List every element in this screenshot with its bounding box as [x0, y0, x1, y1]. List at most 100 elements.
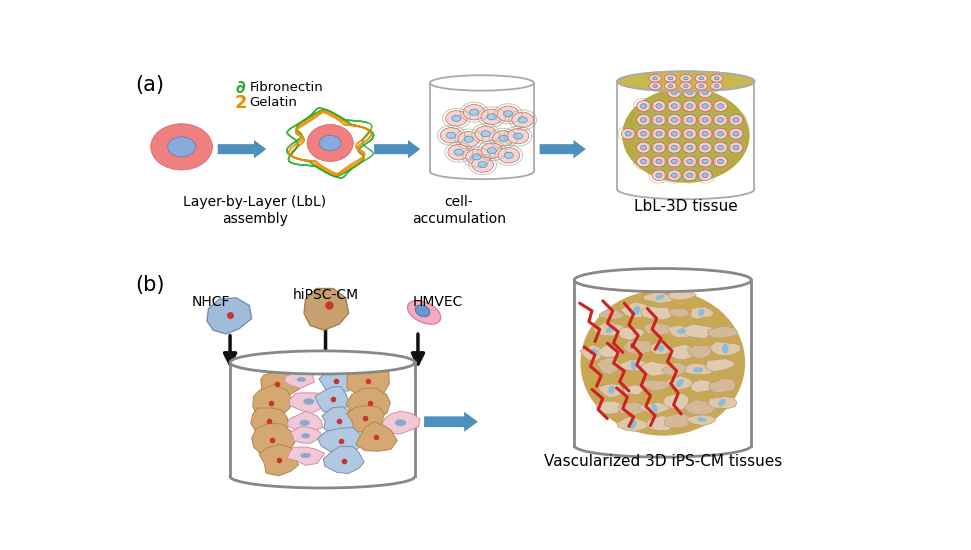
Ellipse shape: [498, 147, 519, 163]
Polygon shape: [424, 412, 478, 432]
Ellipse shape: [652, 142, 666, 153]
Ellipse shape: [653, 77, 657, 80]
Ellipse shape: [652, 156, 666, 167]
Ellipse shape: [698, 156, 712, 167]
Ellipse shape: [655, 159, 662, 164]
Ellipse shape: [693, 367, 703, 372]
Ellipse shape: [686, 90, 693, 95]
Ellipse shape: [683, 128, 696, 139]
Ellipse shape: [729, 114, 743, 125]
Ellipse shape: [655, 295, 665, 300]
Ellipse shape: [714, 101, 727, 112]
Ellipse shape: [683, 142, 696, 153]
Polygon shape: [708, 397, 737, 409]
Ellipse shape: [631, 360, 636, 371]
Ellipse shape: [667, 114, 682, 125]
Text: ∂: ∂: [236, 79, 246, 97]
Ellipse shape: [699, 85, 704, 87]
Ellipse shape: [481, 131, 490, 137]
Ellipse shape: [618, 72, 754, 91]
Ellipse shape: [507, 128, 529, 144]
Polygon shape: [683, 324, 716, 339]
Ellipse shape: [519, 117, 527, 123]
Ellipse shape: [478, 162, 487, 168]
Ellipse shape: [733, 145, 739, 150]
Ellipse shape: [686, 118, 693, 122]
Ellipse shape: [303, 398, 315, 405]
Ellipse shape: [230, 351, 415, 374]
Ellipse shape: [715, 85, 719, 87]
Polygon shape: [642, 380, 672, 391]
Ellipse shape: [395, 419, 406, 426]
Ellipse shape: [625, 131, 631, 136]
Polygon shape: [597, 358, 619, 375]
Polygon shape: [709, 379, 736, 393]
Ellipse shape: [448, 145, 470, 160]
Text: cell-
accumulation: cell- accumulation: [412, 195, 506, 226]
Ellipse shape: [698, 128, 712, 139]
Ellipse shape: [711, 82, 722, 90]
Polygon shape: [647, 416, 674, 431]
Polygon shape: [597, 344, 624, 358]
Ellipse shape: [641, 131, 647, 136]
Ellipse shape: [655, 131, 662, 136]
Ellipse shape: [667, 101, 682, 112]
Polygon shape: [669, 308, 689, 317]
Bar: [230, 362, 415, 476]
Polygon shape: [259, 444, 298, 476]
Ellipse shape: [641, 159, 647, 164]
Ellipse shape: [649, 74, 661, 82]
Ellipse shape: [667, 87, 682, 97]
Polygon shape: [315, 386, 349, 412]
Ellipse shape: [658, 345, 664, 352]
Ellipse shape: [230, 465, 415, 488]
Ellipse shape: [664, 74, 677, 82]
Ellipse shape: [300, 453, 311, 458]
Polygon shape: [284, 373, 315, 388]
Ellipse shape: [686, 104, 693, 108]
Polygon shape: [686, 415, 716, 426]
Polygon shape: [304, 289, 349, 330]
Ellipse shape: [655, 145, 662, 150]
Polygon shape: [218, 140, 266, 158]
Ellipse shape: [718, 118, 723, 122]
Ellipse shape: [481, 143, 503, 158]
Ellipse shape: [452, 116, 461, 122]
Polygon shape: [618, 328, 645, 340]
Ellipse shape: [430, 164, 534, 179]
Polygon shape: [616, 360, 652, 371]
Polygon shape: [286, 411, 323, 434]
Polygon shape: [323, 447, 364, 474]
Ellipse shape: [574, 268, 752, 292]
Ellipse shape: [618, 72, 754, 91]
Ellipse shape: [671, 173, 678, 178]
Text: hiPSC-CM: hiPSC-CM: [292, 288, 358, 302]
Ellipse shape: [667, 156, 682, 167]
Ellipse shape: [668, 85, 673, 87]
Ellipse shape: [574, 434, 752, 457]
Ellipse shape: [641, 118, 647, 122]
Ellipse shape: [702, 118, 708, 122]
Ellipse shape: [718, 131, 723, 136]
Polygon shape: [580, 345, 605, 361]
Polygon shape: [251, 424, 295, 458]
Polygon shape: [687, 345, 711, 359]
Ellipse shape: [698, 142, 712, 153]
Ellipse shape: [686, 173, 693, 178]
Polygon shape: [641, 361, 673, 376]
Ellipse shape: [714, 156, 727, 167]
Ellipse shape: [686, 159, 693, 164]
Ellipse shape: [440, 128, 462, 143]
Ellipse shape: [667, 142, 682, 153]
Ellipse shape: [641, 104, 647, 108]
Ellipse shape: [718, 399, 725, 406]
Bar: [618, 81, 754, 189]
Polygon shape: [690, 379, 713, 392]
Ellipse shape: [637, 156, 651, 167]
Ellipse shape: [702, 145, 708, 150]
Ellipse shape: [447, 132, 455, 139]
Ellipse shape: [702, 104, 708, 108]
Ellipse shape: [653, 85, 657, 87]
Ellipse shape: [671, 131, 678, 136]
Text: Vascularized 3D iPS-CM tissues: Vascularized 3D iPS-CM tissues: [544, 454, 782, 469]
